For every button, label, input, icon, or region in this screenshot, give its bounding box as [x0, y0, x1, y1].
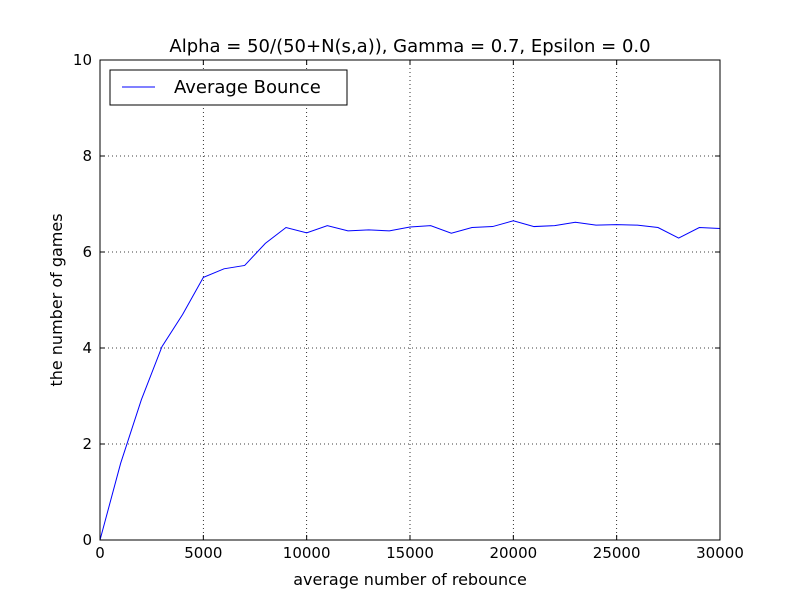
y-tick-label: 10 [73, 51, 92, 69]
chart-title: Alpha = 50/(50+N(s,a)), Gamma = 0.7, Eps… [169, 36, 650, 57]
y-tick-label: 6 [82, 243, 92, 261]
y-tick-label: 2 [82, 435, 92, 453]
x-tick-label: 20000 [489, 544, 537, 562]
y-tick-label: 8 [82, 147, 92, 165]
grid [99, 59, 721, 541]
x-tick-label: 30000 [696, 544, 744, 562]
tick-labels: 0 5000 10000 15000 20000 25000 30000 0 2 4 6 8 10 [73, 51, 744, 562]
series-layer [99, 220, 721, 541]
y-tick-label: 4 [82, 339, 92, 357]
legend-label: Average Bounce [174, 77, 321, 98]
x-axis-label: average number of rebounce [293, 570, 527, 589]
x-tick-label: 15000 [386, 544, 434, 562]
x-tick-label: 5000 [184, 544, 222, 562]
x-tick-label: 10000 [283, 544, 331, 562]
legend: Average Bounce [109, 69, 348, 106]
x-tick-label: 25000 [593, 544, 641, 562]
x-tick-label: 0 [95, 544, 105, 562]
series-line-average-bounce [99, 220, 721, 541]
y-tick-label: 0 [82, 531, 92, 549]
axis-ticks [99, 59, 721, 541]
y-axis-label: the number of games [47, 213, 66, 386]
